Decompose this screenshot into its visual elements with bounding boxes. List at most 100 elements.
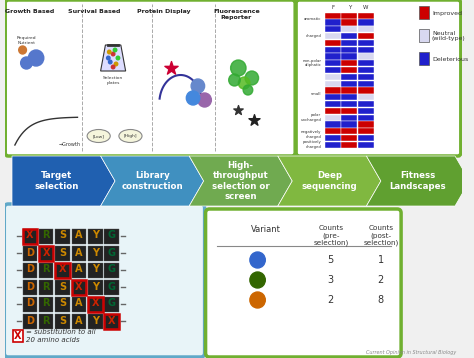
Bar [358,60,374,66]
Bar [358,135,374,141]
Bar [325,13,341,19]
Bar [72,229,86,244]
Bar [72,297,86,312]
Polygon shape [189,156,292,206]
Circle shape [238,77,250,89]
Text: S: S [59,247,66,257]
Bar [341,135,357,141]
Text: X: X [26,231,34,241]
Bar [104,263,119,278]
Bar [325,142,341,148]
Text: D: D [26,281,34,291]
Text: D: D [26,247,34,257]
Bar [325,94,341,100]
Bar [341,87,357,93]
Bar [39,297,54,312]
Bar [72,314,86,329]
Text: X: X [75,281,82,291]
Bar [325,101,341,107]
Circle shape [245,71,258,85]
Polygon shape [12,156,115,206]
Bar [358,94,374,100]
Bar [55,314,70,329]
Bar [358,47,374,53]
Bar [325,33,341,39]
Bar [341,13,357,19]
Text: Improved: Improved [432,10,462,15]
Circle shape [228,74,240,86]
Circle shape [108,50,111,54]
Text: →Growth: →Growth [58,142,80,147]
Polygon shape [100,45,126,71]
Ellipse shape [119,130,142,142]
Text: G: G [108,265,116,275]
Bar [88,297,102,312]
Circle shape [113,48,117,52]
Text: W: W [363,5,369,10]
Bar [325,81,341,87]
Bar [104,314,119,329]
Bar [88,246,102,261]
Bar [88,263,102,278]
Circle shape [250,252,265,268]
Text: S: S [59,299,66,309]
Bar [358,115,374,121]
Bar [341,53,357,59]
Bar [325,128,341,134]
Text: High-
throughput
selection or
screen: High- throughput selection or screen [212,161,270,201]
Bar [358,81,374,87]
Circle shape [250,292,265,308]
Bar [104,280,119,295]
Bar [341,81,357,87]
Bar [23,297,37,312]
Text: A: A [75,231,82,241]
Text: R: R [43,315,50,325]
Text: charged: charged [305,34,321,38]
Bar [358,40,374,46]
Bar [358,108,374,114]
Bar [358,53,374,59]
Text: small: small [310,92,321,96]
Bar [325,40,341,46]
Circle shape [186,91,200,105]
Text: 3: 3 [328,275,334,285]
Point [235,107,242,113]
Bar [358,87,374,93]
Point [250,117,257,123]
Text: A: A [75,315,82,325]
Circle shape [250,272,265,288]
Bar [358,142,374,148]
Circle shape [109,60,112,64]
Bar [39,246,54,261]
FancyBboxPatch shape [206,209,401,357]
Bar [325,87,341,93]
Bar [325,121,341,127]
Bar [325,53,341,59]
Bar [23,314,37,329]
Bar [104,246,119,261]
Text: Library
construction: Library construction [121,171,183,191]
Text: G: G [108,247,116,257]
Text: G: G [108,299,116,309]
Text: Target
selection: Target selection [34,171,79,191]
Bar [39,314,54,329]
Bar [325,19,341,26]
Bar [39,229,54,244]
Text: A: A [75,299,82,309]
Text: Deep
sequencing: Deep sequencing [301,171,357,191]
Text: R: R [43,299,50,309]
Text: D: D [26,265,34,275]
Bar [358,121,374,127]
Bar [358,101,374,107]
Bar [325,60,341,66]
Polygon shape [366,156,469,206]
Text: 2: 2 [378,275,384,285]
Text: R: R [43,265,50,275]
Bar [23,280,37,295]
Circle shape [114,62,118,66]
Text: X: X [108,315,116,325]
Text: Growth Based: Growth Based [5,9,54,14]
Circle shape [231,60,246,76]
Point [167,65,175,71]
Text: G: G [108,231,116,241]
